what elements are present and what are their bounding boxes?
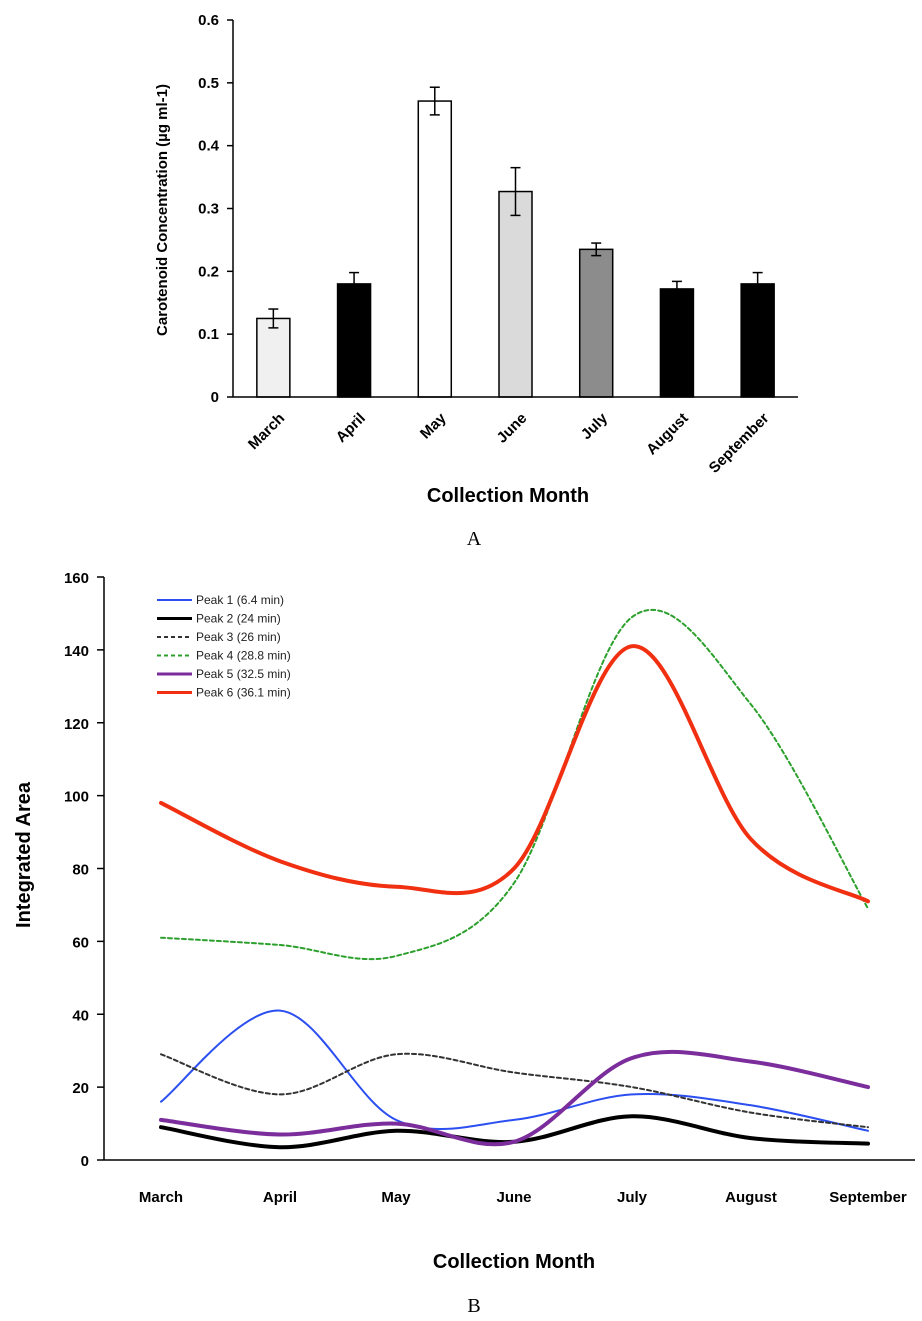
chart-a-x-ticks: March April May June July August September: [245, 409, 773, 476]
chart-b-x-axis-title: Collection Month: [433, 1251, 595, 1273]
chart-b-legend: Peak 1 (6.4 min) Peak 2 (24 min) Peak 3 (2…: [157, 593, 291, 700]
bar-september: [740, 283, 775, 398]
bar-june: [498, 190, 533, 398]
chart-a-x-tick-label: March: [245, 410, 288, 453]
chart-b-x-tick-label: April: [263, 1189, 297, 1206]
chart-a-y-tick-label: 0.4: [198, 138, 220, 155]
series-line-peak-6: [159, 644, 870, 904]
legend-label-peak-6: Peak 6 (36.1 min): [196, 686, 291, 700]
chart-a-x-tick-label: May: [417, 409, 450, 442]
legend-label-peak-2: Peak 2 (24 min): [196, 612, 281, 626]
chart-b-y-ticks: 0 20 40 60 80 100 120 140 160: [64, 570, 104, 1170]
chart-a-y-axis-title: Carotenoid Concentration (µg ml-1): [154, 84, 171, 336]
chart-b-y-tick-label: 60: [72, 934, 89, 951]
chart-b-x-tick-label: July: [617, 1189, 648, 1206]
chart-a-y-tick-label: 0.1: [198, 326, 219, 343]
chart-b-series-lines: [159, 609, 870, 1150]
chart-a-bars: [256, 86, 775, 398]
chart-b-x-tick-label: May: [381, 1189, 411, 1206]
chart-a-x-tick-label: June: [494, 410, 531, 447]
chart-a-y-tick-label: 0: [211, 389, 219, 406]
bar-march: [256, 317, 291, 398]
bar-may: [417, 100, 453, 398]
chart-a-y-ticks: 0 0.1 0.2 0.3 0.4 0.5 0.6: [198, 12, 233, 406]
chart-a-y-tick-label: 0.2: [198, 263, 219, 280]
chart-b: 0 20 40 60 80 100 120 140 160 March April May June J…: [13, 570, 915, 1317]
panel-label-b: B: [467, 1295, 480, 1317]
legend-label-peak-3: Peak 3 (26 min): [196, 630, 281, 644]
chart-a-y-tick-label: 0.6: [198, 12, 219, 29]
legend-label-peak-5: Peak 5 (32.5 min): [196, 667, 291, 681]
legend-label-peak-1: Peak 1 (6.4 min): [196, 593, 284, 607]
series-line-peak-5: [159, 1049, 870, 1147]
chart-b-y-tick-label: 120: [64, 716, 89, 733]
chart-a-x-axis-title: Collection Month: [427, 485, 589, 507]
bar-august: [659, 288, 695, 398]
chart-b-x-ticks: March April May June July August September: [139, 1189, 907, 1206]
chart-a-y-tick-label: 0.3: [198, 201, 219, 218]
bar-april: [336, 283, 372, 398]
chart-a-x-tick-label: April: [333, 410, 369, 446]
legend-label-peak-4: Peak 4 (28.8 min): [196, 649, 291, 663]
chart-a-x-tick-label: September: [706, 410, 773, 477]
panel-label-a: A: [467, 528, 482, 550]
chart-a-x-tick-label: July: [578, 409, 612, 443]
chart-a-x-tick-label: August: [643, 410, 692, 459]
chart-b-y-tick-label: 0: [81, 1153, 89, 1170]
chart-b-x-tick-label: June: [496, 1189, 531, 1206]
chart-b-x-tick-label: August: [725, 1189, 777, 1206]
chart-a-y-tick-label: 0.5: [198, 75, 219, 92]
chart-b-y-axis-title: Integrated Area: [13, 781, 35, 928]
bar-july: [578, 248, 614, 398]
chart-b-x-tick-label: March: [139, 1189, 183, 1206]
chart-b-y-tick-label: 20: [72, 1080, 89, 1097]
chart-a: 0 0.1 0.2 0.3 0.4 0.5 0.6 March April May June Jul…: [154, 12, 798, 550]
chart-b-y-tick-label: 100: [64, 789, 89, 806]
chart-b-x-tick-label: September: [829, 1189, 907, 1206]
chart-b-y-tick-label: 140: [64, 643, 89, 660]
chart-b-y-tick-label: 40: [72, 1007, 89, 1024]
chart-b-y-tick-label: 80: [72, 862, 89, 879]
series-line-peak-3: [160, 1052, 869, 1129]
chart-b-y-tick-label: 160: [64, 570, 89, 587]
series-line-peak-1: [160, 1009, 869, 1132]
